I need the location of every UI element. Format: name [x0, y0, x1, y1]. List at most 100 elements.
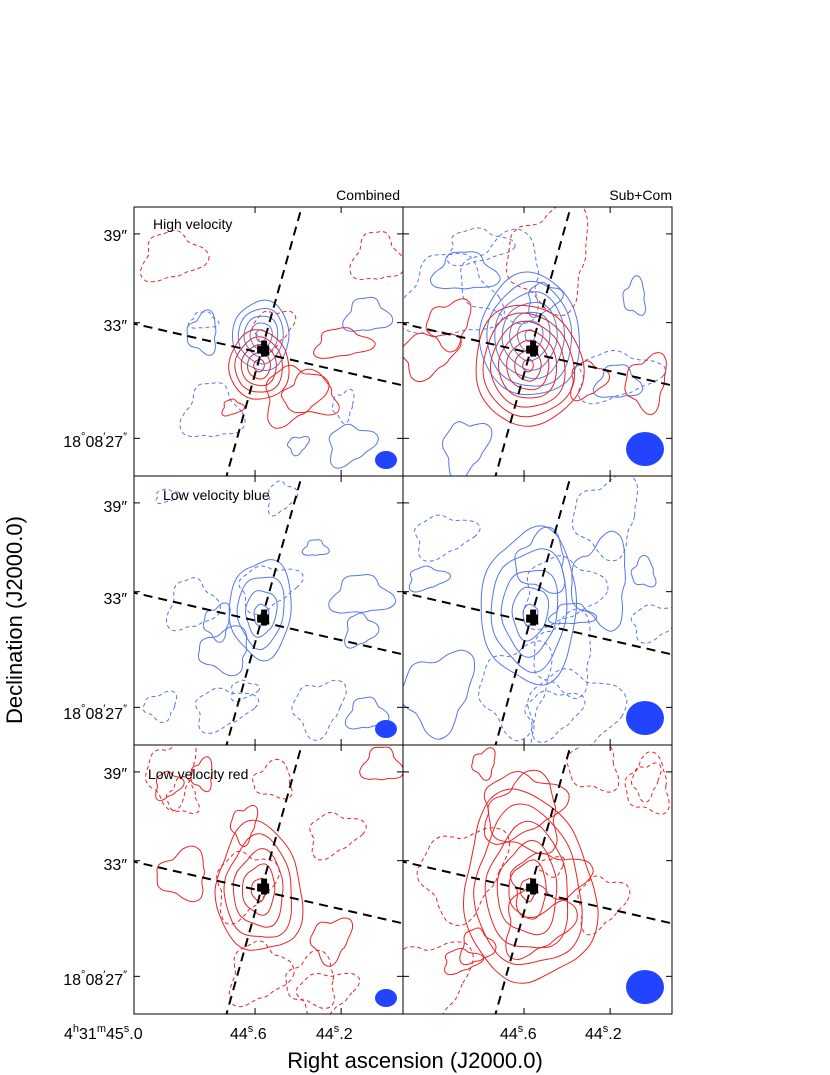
noise-contour	[295, 972, 361, 1014]
noise-contour	[624, 352, 667, 415]
panel-contours-r0-c0	[134, 207, 403, 476]
red-contour-level	[484, 820, 569, 949]
y-axis-title: Declination (J2000.0)	[2, 516, 27, 724]
source-marker-bar	[261, 340, 268, 357]
blue-contour-level	[500, 569, 559, 658]
y-tick-33-r3: 33″	[104, 857, 128, 874]
x-tick-45-0: 4h31m45s.0	[64, 1023, 143, 1043]
noise-contour	[155, 488, 182, 505]
noise-contour	[514, 526, 566, 594]
noise-contour	[286, 436, 311, 457]
noise-contour	[571, 476, 639, 562]
red-contour-level	[463, 788, 599, 984]
noise-contour	[570, 360, 610, 402]
y-tick-39-r2: 39″	[104, 499, 128, 516]
noise-contour	[186, 309, 217, 356]
outflow-axis-line	[494, 476, 572, 745]
noise-contour	[403, 649, 476, 740]
x-axis-title: Right ascension (J2000.0)	[287, 1048, 543, 1073]
red-contour-level	[482, 312, 576, 418]
noise-contour	[301, 539, 330, 556]
red-contour-level	[489, 320, 566, 408]
x-tick-44-2-right: 44s.2	[585, 1023, 622, 1043]
panel-frame	[402, 744, 673, 1015]
noise-contour	[577, 875, 631, 936]
panels-group	[133, 206, 673, 1015]
source-marker	[257, 340, 270, 357]
column-title-subcom: Sub+Com	[609, 187, 672, 203]
source-marker	[526, 609, 539, 626]
beam-ellipse	[375, 720, 397, 738]
panel-frame	[402, 206, 673, 477]
panel-contours-r1-c0	[134, 476, 403, 745]
noise-contour	[414, 514, 481, 562]
disk-axis-line	[403, 591, 672, 656]
beam-ellipse	[626, 970, 664, 1004]
noise-contour	[631, 762, 662, 803]
noise-contour	[252, 758, 293, 800]
noise-contour	[309, 811, 367, 861]
noise-contour	[570, 530, 626, 632]
noise-contour	[522, 555, 609, 631]
noise-contour	[592, 364, 644, 398]
red-contour-level	[475, 304, 585, 427]
noise-contour	[179, 382, 246, 438]
noise-contour	[349, 230, 403, 281]
disk-axis-line	[403, 322, 672, 387]
blue-contour-level	[236, 576, 285, 651]
noise-contour	[403, 332, 462, 383]
outflow-axis-line	[225, 476, 303, 745]
panel-ticks	[134, 207, 403, 476]
outflow-axis-line	[494, 207, 572, 476]
x-tick-44-6-left: 44s.6	[230, 1023, 267, 1043]
noise-contour	[429, 251, 501, 290]
panel-r2-c1	[402, 744, 673, 1015]
noise-contour	[155, 770, 185, 802]
disk-axis-line	[403, 860, 672, 925]
outflow-axis-line	[225, 207, 303, 476]
y-ticks-row2: 39″ 33″ 18°08′27″	[63, 499, 127, 723]
noise-contour	[487, 769, 558, 855]
y-ticks-row3: 39″ 33″ 18°08′27″	[63, 766, 127, 989]
beam-ellipse	[626, 432, 664, 466]
y-tick-33-r2: 33″	[104, 591, 128, 608]
disk-axis-line	[134, 591, 403, 656]
panel-contours-r1-c1	[403, 476, 672, 745]
disk-axis-line	[134, 322, 403, 387]
panel-ticks	[134, 476, 403, 745]
noise-contour	[251, 310, 297, 354]
noise-contour	[291, 679, 347, 741]
source-marker-bar	[530, 609, 537, 626]
noise-contour	[483, 770, 570, 845]
disk-axis-line	[134, 860, 403, 925]
panel-r1-c1	[402, 475, 673, 746]
noise-contour	[533, 608, 592, 700]
source-marker-bar	[530, 340, 537, 357]
noise-contour	[459, 927, 497, 966]
noise-contour	[359, 746, 403, 781]
y-tick-27-r1: 18°08′27″	[63, 431, 127, 451]
red-contour-level	[496, 840, 558, 936]
source-marker	[526, 878, 539, 895]
noise-contour	[344, 696, 390, 730]
source-marker	[257, 609, 270, 626]
panel-contours-r2-c1	[403, 745, 672, 1014]
noise-contour	[280, 368, 340, 416]
y-tick-27-r2: 18°08′27″	[63, 703, 127, 723]
y-tick-27-r3: 18°08′27″	[63, 969, 127, 989]
noise-contour	[229, 804, 259, 847]
blue-contour-level	[244, 590, 278, 638]
noise-contour	[265, 364, 330, 429]
red-contour-level	[506, 339, 550, 391]
noise-contour	[403, 252, 505, 334]
noise-contour	[309, 917, 354, 967]
source-marker-bar	[261, 609, 268, 626]
column-title-combined: Combined	[336, 187, 400, 203]
noise-contour	[342, 296, 394, 332]
blue-contour-level	[237, 307, 284, 365]
noise-contour	[566, 745, 620, 793]
x-tick-44-2-left: 44s.2	[316, 1023, 353, 1043]
red-contour-level	[214, 819, 304, 951]
source-marker-bar	[530, 878, 537, 895]
panel-r1-c0	[133, 475, 404, 746]
